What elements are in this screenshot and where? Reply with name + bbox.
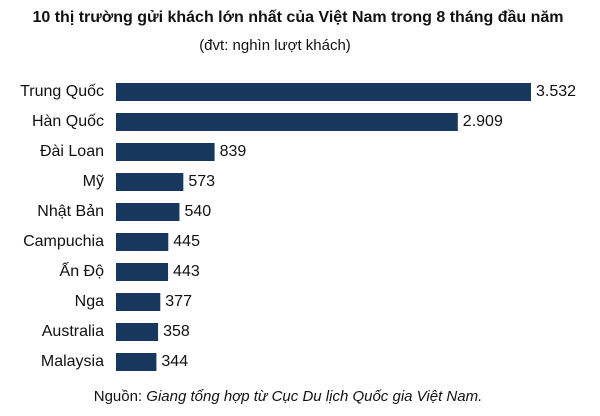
value-label: 377: [165, 293, 192, 310]
category-label: Australia: [42, 323, 104, 340]
category-label: Nga: [75, 293, 104, 310]
category-label: Nhật Bản: [37, 203, 104, 220]
bar: [116, 113, 458, 131]
bar: [116, 143, 215, 161]
category-label: Hàn Quốc: [32, 113, 104, 130]
bar: [116, 293, 161, 311]
bar: [116, 173, 184, 191]
bar: [116, 323, 159, 341]
category-label: Mỹ: [83, 173, 104, 190]
value-label: 445: [173, 233, 200, 250]
bar: [116, 263, 169, 281]
source-note: Nguồn: Giang tổng hợp từ Cục Du lịch Quố…: [94, 388, 483, 405]
chart-subtitle: (đvt: nghìn lượt khách): [199, 37, 351, 54]
chart-title: 10 thị trường gửi khách lớn nhất của Việ…: [32, 9, 563, 26]
category-label: Đài Loan: [40, 143, 104, 160]
bar: [116, 83, 531, 101]
value-label: 344: [161, 353, 188, 370]
bar: [116, 233, 169, 251]
value-label: 2.909: [463, 113, 503, 130]
value-label: 358: [163, 323, 190, 340]
category-label: Malaysia: [41, 353, 104, 370]
source-label: Nguồn:: [94, 388, 142, 405]
category-label: Trung Quốc: [20, 83, 104, 100]
category-label: Campuchia: [23, 233, 104, 250]
category-label: Ấn Độ: [60, 261, 105, 280]
source-text: Giang tổng hợp từ Cục Du lịch Quốc gia V…: [146, 388, 482, 405]
value-label: 3.532: [536, 83, 576, 100]
value-label: 443: [173, 263, 200, 280]
bar: [116, 353, 157, 371]
value-label: 540: [184, 203, 211, 220]
value-label: 573: [188, 173, 215, 190]
bar: [116, 203, 180, 221]
value-label: 839: [220, 143, 247, 160]
